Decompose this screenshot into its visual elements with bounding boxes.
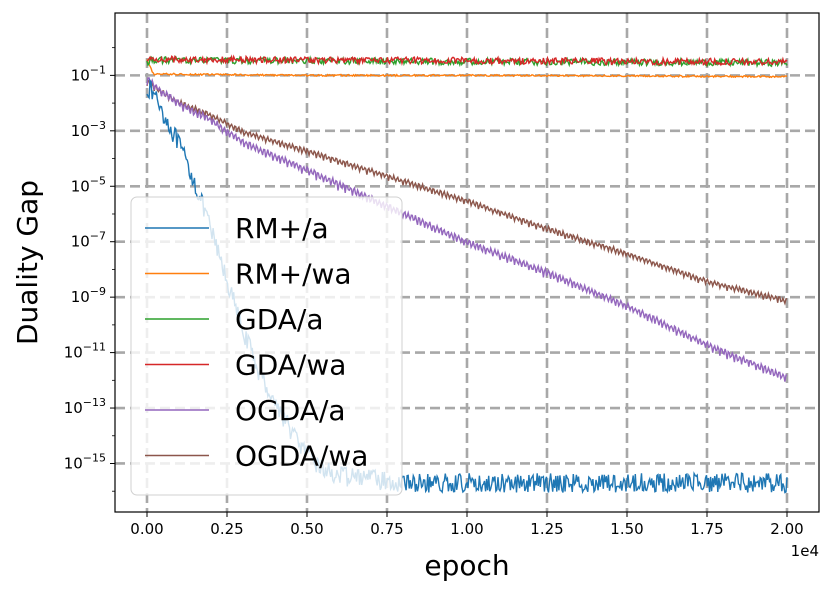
y-axis-label: Duality Gap — [11, 180, 44, 345]
x-tick-label: 1.00 — [450, 520, 483, 538]
x-axis-label: epoch — [424, 549, 509, 582]
y-tick-label: 10−3 — [71, 119, 106, 140]
legend-box — [130, 196, 403, 496]
series-line-OGDA/a — [146, 77, 788, 382]
y-tick-label: 10−1 — [71, 63, 106, 84]
y-tick-label: 10−11 — [64, 341, 106, 362]
ticks: 0.00 0.25 0.50 0.75 1.00 1.25 1.50 1.75 2.00 10−1… — [64, 47, 804, 538]
y-tick-label: 10−5 — [71, 174, 106, 195]
legend-label: OGDA/wa — [235, 440, 368, 473]
x-tick-label: 0.50 — [290, 520, 323, 538]
series-line-OGDA/wa — [146, 79, 788, 306]
legend-label: OGDA/a — [235, 394, 346, 427]
legend-label: RM+/a — [235, 212, 329, 245]
x-tick-label: 1.25 — [530, 520, 563, 538]
y-tick-label: 10−9 — [71, 285, 106, 306]
x-tick-label: 2.00 — [770, 520, 803, 538]
x-axis-offset-label: 1e4 — [791, 542, 819, 560]
x-tick-label: 1.75 — [690, 520, 723, 538]
x-tick-label: 0.25 — [210, 520, 243, 538]
x-tick-label: 0.00 — [130, 520, 163, 538]
legend-label: GDA/wa — [235, 349, 346, 382]
x-tick-label: 0.75 — [370, 520, 403, 538]
x-tick-label: 1.50 — [610, 520, 643, 538]
y-tick-label: 10−13 — [64, 396, 106, 417]
legend-label: GDA/a — [235, 303, 324, 336]
y-tick-label: 10−15 — [64, 451, 106, 472]
legend[interactable]: RM+/a RM+/wa GDA/a GDA/wa OGDA/a OGDA/wa — [130, 196, 403, 496]
series-line-GDA/wa — [146, 54, 788, 68]
y-tick-label: 10−7 — [71, 230, 106, 251]
series-line-RM+/wa — [146, 59, 788, 79]
legend-label: RM+/wa — [235, 258, 352, 291]
